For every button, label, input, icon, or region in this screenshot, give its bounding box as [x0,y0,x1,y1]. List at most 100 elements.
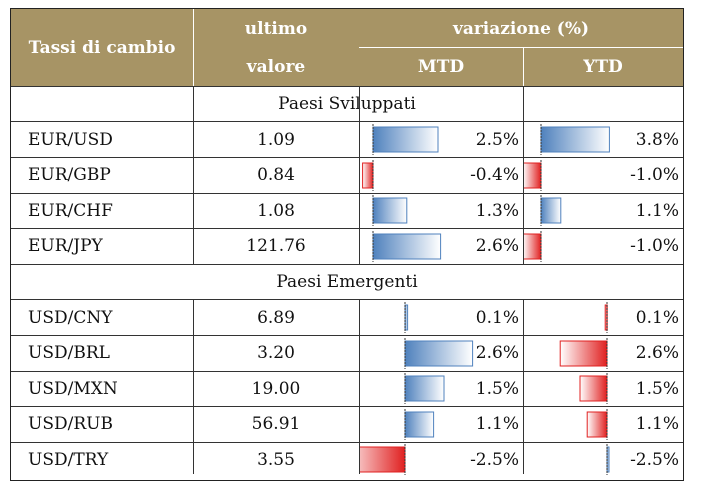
ytd-text: 1.1% [635,414,679,435]
header-ytd: YTD [583,57,623,77]
bar-chart [372,230,442,262]
row-divider [11,121,683,122]
ytd-cell: 0.1% [523,300,683,335]
positive-bar [372,233,442,260]
column-divider [359,299,360,474]
header-last-line1: ultimo [244,19,308,39]
row-divider [11,157,683,158]
value-cell: 3.55 [257,449,295,470]
ytd-text: 1.5% [635,378,679,399]
ytd-cell: 1.1% [523,193,683,228]
pair-cell: EUR/GBP [28,165,111,186]
table-row: EUR/CHF 1.08 1.3% 1.1% [11,193,683,228]
mtd-text: -0.4% [470,165,519,186]
positive-bar [372,126,439,153]
ytd-text: -1.0% [630,165,679,186]
mtd-cell: 1.3% [359,193,523,228]
column-divider [193,299,194,474]
mtd-text: -2.5% [470,449,519,470]
mtd-cell: 1.1% [359,407,523,442]
ytd-cell: 2.6% [523,336,683,371]
pair-cell: EUR/CHF [28,200,113,221]
mtd-cell: 2.6% [359,336,523,371]
positive-bar [404,411,435,438]
row-divider [11,86,683,87]
header-variation: variazione (%) [452,19,590,39]
value-cell: 0.84 [257,165,295,186]
pair-cell: USD/CNY [28,307,113,328]
row-divider [11,371,683,372]
bar-chart [579,373,608,405]
bar-chart [404,302,409,333]
ytd-text: -2.5% [630,449,679,470]
pair-cell: EUR/USD [28,129,113,150]
bar-chart [540,124,610,155]
pair-cell: USD/TRY [28,449,109,470]
table-header: Tassi di cambio ultimo valore variazione… [11,9,683,86]
value-cell: 121.76 [246,236,306,257]
ytd-cell: -2.5% [523,442,683,477]
header-mtd: MTD [417,57,465,77]
table-row: EUR/GBP 0.84 -0.4% -1.0% [11,158,683,193]
value-cell: 6.89 [257,307,295,328]
ytd-cell: -1.0% [523,229,683,264]
column-divider [359,86,360,264]
bar-chart [540,195,562,227]
exchange-rate-table: Tassi di cambio ultimo valore variazione… [10,8,684,481]
table-row: USD/RUB 56.91 1.1% 1.1% [11,407,683,442]
mtd-text: 1.5% [475,378,519,399]
header-divider [193,9,194,86]
ytd-cell: 1.5% [523,371,683,406]
column-divider [193,86,194,264]
ytd-text: 0.1% [635,307,679,328]
bar-chart [559,337,608,369]
bar-chart [372,195,408,227]
negative-bar [359,446,406,473]
column-divider [523,299,524,474]
table-row: EUR/USD 1.09 2.5% 3.8% [11,122,683,157]
mtd-text: 2.5% [475,129,519,150]
pair-cell: USD/RUB [28,414,113,435]
value-cell: 3.20 [257,343,295,364]
row-divider [11,406,683,407]
ytd-cell: 1.1% [523,407,683,442]
bar-chart [606,444,610,476]
header-pair: Tassi di cambio [28,37,176,58]
row-divider [11,335,683,336]
row-divider [11,228,683,229]
mtd-text: 1.3% [475,200,519,221]
table-row: USD/CNY 6.89 0.1% 0.1% [11,300,683,335]
positive-bar [404,375,445,402]
pair-cell: USD/BRL [28,343,110,364]
mtd-cell: -0.4% [359,158,523,193]
mtd-cell: 2.6% [359,229,523,264]
header-divider [359,47,683,48]
bar-chart [523,230,542,262]
ytd-text: 2.6% [635,343,679,364]
ytd-text: 3.8% [635,129,679,150]
table-row: USD/BRL 3.20 2.6% 2.6% [11,336,683,371]
mtd-cell: -2.5% [359,442,523,477]
value-cell: 19.00 [251,378,301,399]
bar-chart [362,159,374,191]
mtd-text: 2.6% [475,236,519,257]
value-cell: 1.09 [257,129,295,150]
bar-chart [404,373,445,405]
bar-chart [586,408,608,440]
bar-chart [523,159,542,191]
table-row: USD/TRY 3.55 -2.5% -2.5% [11,442,683,477]
mtd-text: 2.6% [475,343,519,364]
row-divider [11,299,683,300]
mtd-cell: 1.5% [359,371,523,406]
row-divider [11,264,683,265]
bar-chart [404,408,435,440]
row-divider [11,442,683,443]
mtd-cell: 2.5% [359,122,523,157]
section-emerging-title: Paesi Emergenti [276,272,418,292]
bar-chart [359,444,406,476]
section-developed-title: Paesi Sviluppati [278,94,416,114]
positive-bar [540,126,610,153]
bar-chart [404,337,474,369]
bar-chart [372,124,439,155]
row-divider [11,193,683,194]
